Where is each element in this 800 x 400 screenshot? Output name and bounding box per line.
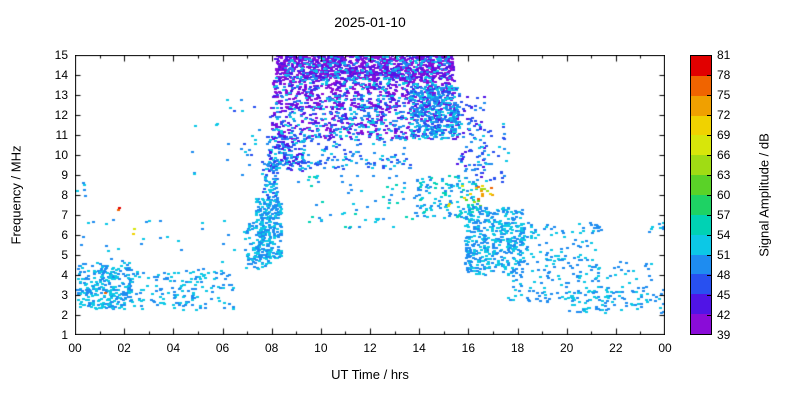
colorbar-tick-label: 63: [717, 168, 731, 182]
y-tick-label: 14: [54, 68, 68, 82]
colorbar-band: [691, 115, 711, 136]
colorbar-tickmark: [707, 255, 711, 256]
colorbar-tick-label: 48: [717, 268, 731, 282]
colorbar-tickmark: [707, 175, 711, 176]
colorbar-tickmark: [707, 115, 711, 116]
y-tick-label: 11: [55, 128, 68, 142]
y-tick-label: 12: [54, 108, 68, 122]
x-tick-label: 12: [363, 341, 377, 355]
y-tick-label: 13: [54, 88, 68, 102]
colorbar-tickmark: [707, 295, 711, 296]
chart-title: 2025-01-10: [334, 14, 406, 30]
colorbar-band: [691, 254, 711, 275]
colorbar-tickmark: [707, 95, 711, 96]
colorbar-tickmark: [707, 55, 711, 56]
y-tick-label: 5: [61, 248, 68, 262]
colorbar-tick-label: 39: [717, 328, 731, 342]
x-tick-label: 08: [264, 341, 279, 355]
colorbar-tick-label: 78: [717, 68, 731, 82]
y-tick-label: 1: [61, 328, 68, 342]
colorbar-tickmark: [707, 315, 711, 316]
colorbar-band: [691, 195, 711, 215]
y-tick-label: 4: [61, 268, 68, 282]
colorbar-band: [691, 135, 711, 156]
x-tick-label: 20: [559, 341, 574, 355]
y-tick-label: 10: [54, 148, 68, 162]
colorbar-band: [691, 95, 711, 116]
colorbar-tick-label: 57: [717, 208, 731, 222]
colorbar-tick-label: 51: [717, 248, 731, 262]
colorbar-tick-label: 75: [717, 88, 731, 102]
colorbar: [690, 55, 712, 335]
colorbar-tick-label: 60: [717, 188, 731, 202]
y-tick-label: 3: [61, 288, 68, 302]
x-tick-label: 18: [510, 341, 525, 355]
x-tick-label: 02: [117, 341, 131, 355]
y-tick-label: 2: [61, 308, 68, 322]
colorbar-tickmark: [707, 75, 711, 76]
y-tick-label: 8: [61, 188, 68, 202]
colorbar-band: [691, 155, 711, 176]
x-axis-label: UT Time / hrs: [331, 367, 409, 382]
colorbar-tick-label: 69: [717, 128, 731, 142]
x-tick-label: 04: [166, 341, 181, 355]
colorbar-band: [691, 214, 711, 235]
x-tick-label: 00: [658, 341, 672, 355]
colorbar-tick-label: 66: [717, 148, 731, 162]
colorbar-tickmark: [707, 155, 711, 156]
y-tick-label: 7: [61, 208, 68, 222]
colorbar-band: [691, 234, 711, 255]
colorbar-band: [691, 294, 711, 315]
colorbar-tick-label: 45: [717, 288, 731, 302]
colorbar-tick-label: 54: [717, 228, 731, 242]
colorbar-tickmark: [707, 135, 711, 136]
colorbar-tickmark: [707, 215, 711, 216]
colorbar-tickmark: [707, 195, 711, 196]
x-tick-label: 06: [215, 341, 230, 355]
y-tick-label: 15: [54, 48, 68, 62]
x-tick-label: 00: [68, 341, 82, 355]
colorbar-tick-label: 42: [717, 308, 731, 322]
y-tick-label: 6: [61, 228, 68, 242]
colorbar-band: [691, 175, 711, 196]
y-tick-label: 9: [61, 168, 68, 182]
colorbar-tickmark: [707, 235, 711, 236]
colorbar-band: [691, 56, 711, 76]
colorbar-tickmark: [707, 275, 711, 276]
colorbar-tickmark: [707, 334, 711, 335]
colorbar-band: [691, 314, 711, 335]
x-tick-label: 16: [461, 341, 476, 355]
colorbar-band: [691, 274, 711, 295]
plot-canvas: [75, 55, 665, 335]
colorbar-label: Signal Amplitude / dB: [756, 133, 772, 257]
colorbar-tick-label: 72: [717, 108, 731, 122]
colorbar-tick-label: 81: [717, 48, 731, 62]
x-tick-label: 10: [314, 341, 328, 355]
x-tick-label: 22: [609, 341, 623, 355]
y-axis-label: Frequency / MHz: [8, 145, 24, 245]
colorbar-band: [691, 75, 711, 96]
x-tick-label: 14: [412, 341, 426, 355]
